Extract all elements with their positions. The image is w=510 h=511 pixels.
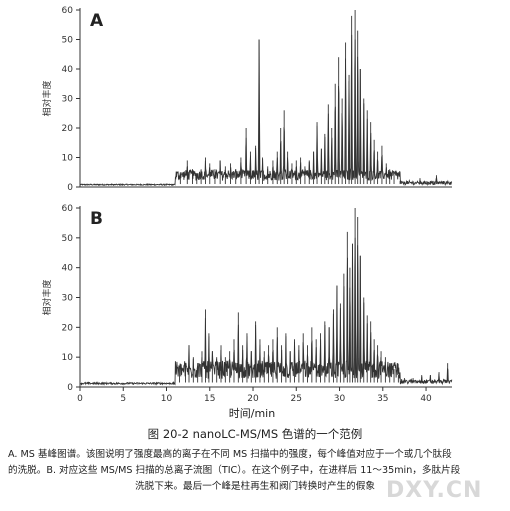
panel-letter: B [90, 209, 103, 229]
figure-caption-line-1: A. MS 基峰图谱。该图说明了强度最高的离子在不同 MS 扫描中的强度，每个峰… [8, 449, 452, 460]
x-tick-label: 40 [420, 394, 432, 404]
y-axis-label: 相对丰度 [41, 279, 53, 315]
x-tick-label: 0 [77, 394, 83, 404]
y-tick-label: 50 [62, 36, 74, 46]
panel-b-tic-chart: 0 10 20 30 40 50 60 0 5 10 15 20 25 30 35 40 相对丰度 B 时间/min [41, 204, 453, 420]
x-tick-label: 10 [161, 394, 173, 404]
panel-letter: A [90, 11, 104, 31]
y-tick-label: 10 [62, 353, 74, 363]
figure-caption-line-3: 洗脱下来。最后一个峰是柱再生和阀门转换时产生的假象 [135, 481, 375, 492]
y-tick-label: 20 [62, 323, 74, 333]
y-tick-label: 40 [62, 264, 74, 274]
x-axis-label: 时间/min [229, 407, 275, 420]
x-tick-label: 5 [120, 394, 126, 404]
y-tick-label: 20 [62, 124, 74, 134]
chromatogram-trace [79, 34, 453, 187]
x-tick-label: 25 [291, 394, 302, 404]
panel-a-base-peak-chart: 0 10 20 30 40 50 60 相对丰度 A [41, 6, 453, 193]
y-tick-label: 30 [62, 294, 74, 304]
x-tick-label: 30 [334, 394, 346, 404]
y-tick-label: 0 [67, 183, 73, 193]
y-tick-label: 40 [62, 65, 74, 75]
chromatogram-figure: 0 10 20 30 40 50 60 相对丰度 A 0 10 20 30 40 50 60 0 5 10 15 20… [41, 6, 453, 420]
x-tick-label: 15 [204, 394, 215, 404]
x-tick-label: 20 [247, 394, 259, 404]
y-tick-label: 60 [62, 6, 74, 16]
figure-caption-title: 图 20-2 nanoLC-MS/MS 色谱的一个范例 [147, 427, 363, 441]
x-tick-label: 35 [377, 394, 388, 404]
y-tick-label: 0 [67, 383, 73, 393]
y-tick-label: 30 [62, 95, 74, 105]
y-tick-label: 50 [62, 234, 74, 244]
figure-caption-line-2: 的洗脱。B. 对应这些 MS/MS 扫描的总离子流图（TIC）。在这个例子中，在… [8, 465, 461, 476]
y-tick-label: 60 [62, 204, 74, 214]
y-axis-label: 相对丰度 [41, 80, 53, 116]
chromatogram-trace [79, 237, 453, 386]
y-tick-label: 10 [62, 154, 74, 164]
watermark-logo: DXY.CN [386, 478, 483, 503]
